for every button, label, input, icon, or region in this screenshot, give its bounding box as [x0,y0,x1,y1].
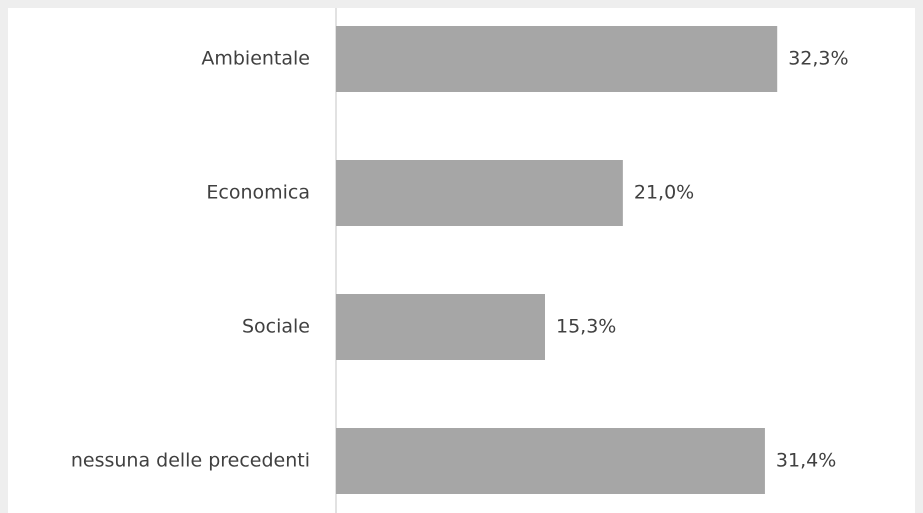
category-label: Sociale [242,316,310,338]
category-label: nessuna delle precedenti [71,450,310,472]
bar [336,26,778,92]
bar [336,294,545,360]
category-label: Economica [206,182,310,204]
value-label: 15,3% [556,316,616,338]
bar [336,160,623,226]
category-label: Ambientale [201,48,310,70]
value-label: 32,3% [788,48,848,70]
value-label: 31,4% [776,450,836,472]
value-label: 21,0% [634,182,694,204]
bar [336,428,765,494]
